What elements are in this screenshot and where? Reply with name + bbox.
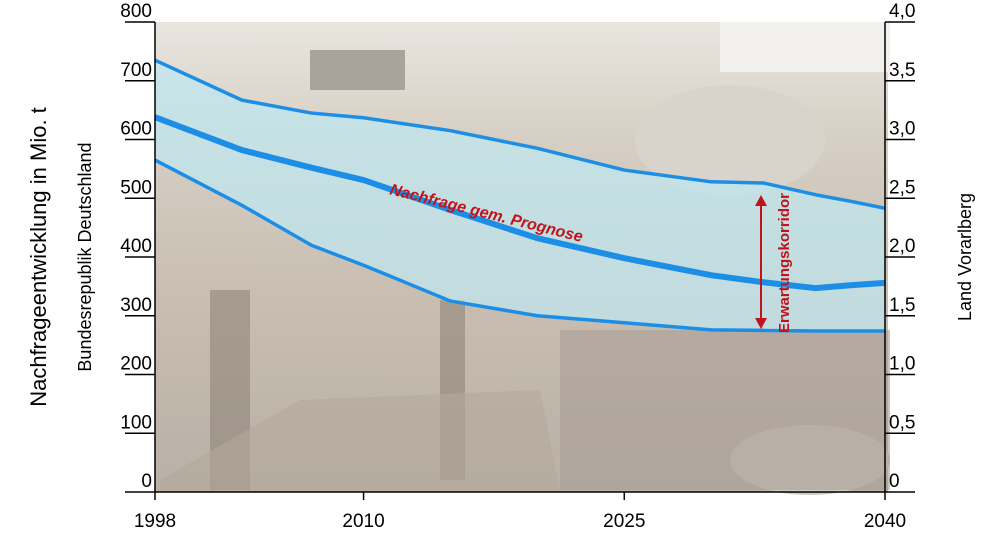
- x-tick-label: 2025: [603, 511, 645, 532]
- y-tick-label: 0: [141, 471, 152, 492]
- y-tick-label: 800: [120, 1, 152, 22]
- x-tick-label: 2040: [864, 511, 906, 532]
- x-tick-label: 2010: [342, 511, 384, 532]
- annotation: Erwartungskorridor: [776, 193, 793, 333]
- corridor-band: [155, 60, 885, 332]
- y2-tick-label: 1,0: [889, 354, 915, 375]
- y-axis-title: Nachfrageentwicklung in Mio. t: [26, 107, 51, 407]
- y-tick-label: 700: [120, 60, 152, 81]
- y2-tick-label: 0,5: [889, 412, 915, 433]
- plot: [153, 58, 886, 333]
- y-tick-label: 500: [120, 177, 152, 198]
- y2-tick-label: 0: [889, 471, 900, 492]
- y-tick-label: 100: [120, 412, 152, 433]
- y-tick-label: 600: [120, 119, 152, 140]
- line: [153, 114, 886, 292]
- y2-tick-label: 4,0: [889, 1, 915, 22]
- line: [154, 58, 886, 210]
- y-axis-subtitle: Bundesrepublik Deutschland: [75, 142, 95, 371]
- y-tick-label: 300: [120, 295, 152, 316]
- y-tick-label: 200: [120, 354, 152, 375]
- y2-tick-label: 2,0: [889, 236, 915, 257]
- y2-tick-label: 2,5: [889, 177, 915, 198]
- y2-tick-label: 3,0: [889, 119, 915, 140]
- y2-tick-label: 3,5: [889, 60, 915, 81]
- line: [154, 158, 885, 333]
- y-tick-label: 400: [120, 236, 152, 257]
- y2-tick-label: 1,5: [889, 295, 915, 316]
- x-tick-label: 1998: [134, 511, 176, 532]
- y2-axis-title: Land Vorarlberg: [955, 193, 975, 321]
